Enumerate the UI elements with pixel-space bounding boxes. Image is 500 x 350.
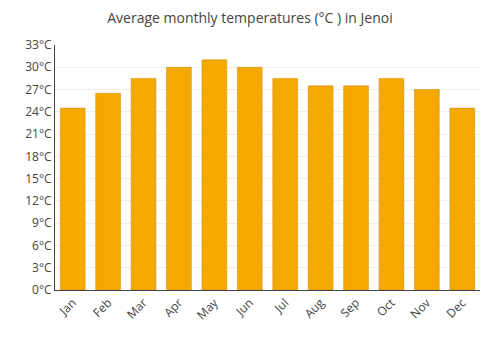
svg-text:0°C: 0°C — [32, 281, 52, 298]
svg-text:Mar: Mar — [123, 294, 151, 322]
svg-text:6°C: 6°C — [32, 237, 52, 254]
svg-text:9°C: 9°C — [32, 214, 52, 231]
svg-text:Sep: Sep — [336, 294, 363, 321]
svg-text:Average monthly temperatures (: Average monthly temperatures (°C ) in Je… — [107, 8, 393, 27]
svg-text:21°C: 21°C — [25, 125, 52, 142]
svg-text:May: May — [193, 294, 222, 323]
svg-text:3°C: 3°C — [32, 259, 52, 276]
svg-text:Jun: Jun — [231, 294, 256, 319]
svg-text:18°C: 18°C — [25, 148, 52, 165]
svg-text:Jul: Jul — [270, 294, 292, 316]
svg-text:Aug: Aug — [300, 294, 328, 322]
svg-text:Dec: Dec — [442, 294, 469, 321]
svg-text:24°C: 24°C — [25, 103, 52, 120]
svg-text:Apr: Apr — [160, 294, 186, 320]
svg-text:15°C: 15°C — [25, 170, 52, 187]
svg-text:Nov: Nov — [406, 294, 434, 322]
svg-text:30°C: 30°C — [25, 58, 52, 75]
svg-text:33°C: 33°C — [25, 36, 52, 53]
svg-text:Feb: Feb — [89, 294, 115, 320]
svg-text:Oct: Oct — [373, 294, 399, 320]
svg-text:27°C: 27°C — [25, 81, 52, 98]
svg-text:12°C: 12°C — [25, 192, 52, 209]
svg-text:Jan: Jan — [55, 294, 80, 319]
